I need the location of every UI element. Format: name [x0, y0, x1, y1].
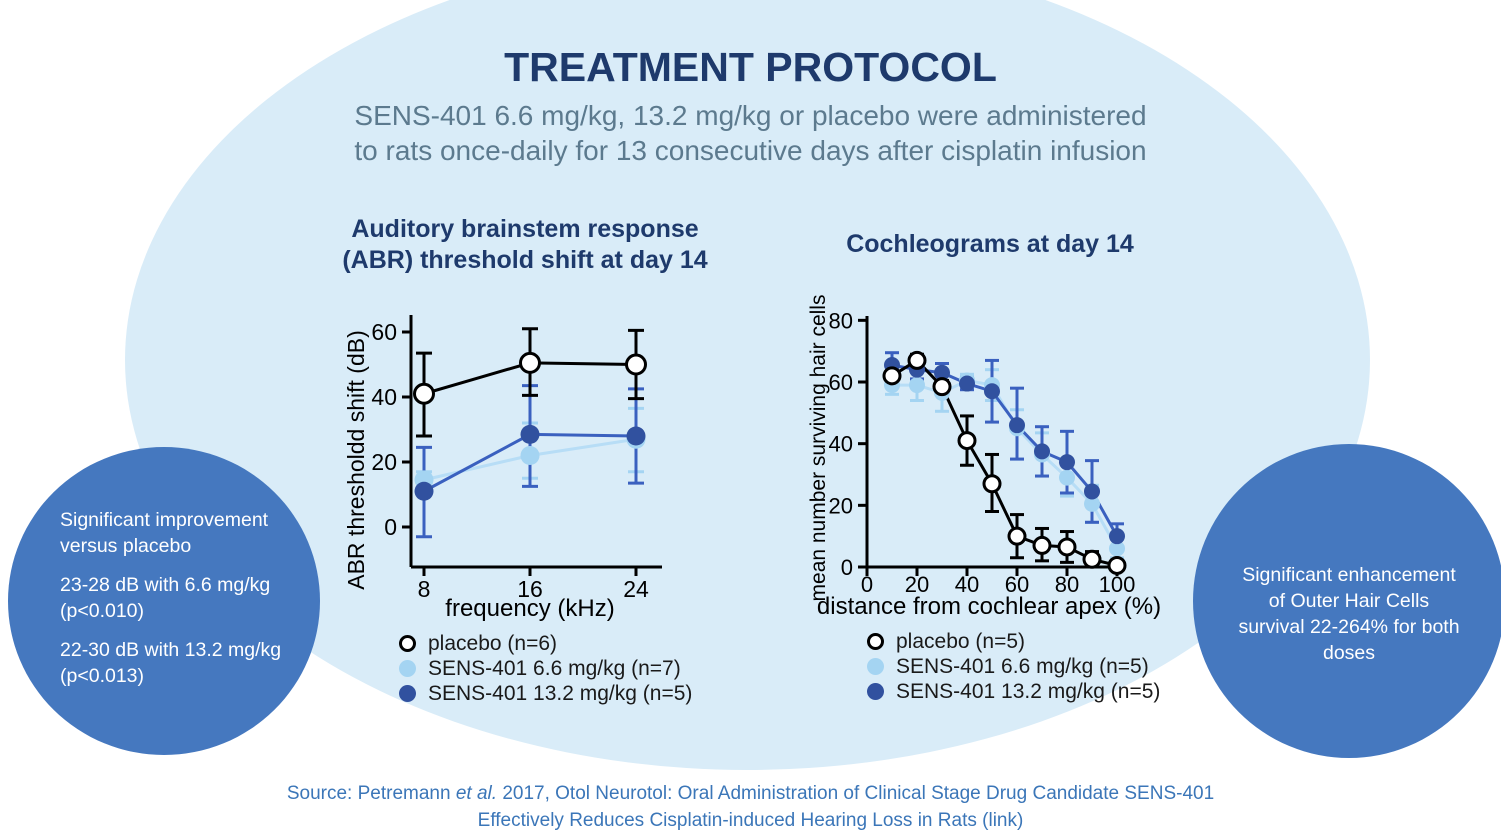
svg-text:24: 24: [623, 576, 649, 602]
subtitle: SENS-401 6.6 mg/kg, 13.2 mg/kg or placeb…: [0, 98, 1501, 168]
callout-line: Significant enhancement: [1242, 564, 1456, 586]
svg-text:ABR thresholdd shift (dB): ABR thresholdd shift (dB): [343, 330, 369, 590]
abr-markers-sens132: [414, 424, 646, 501]
sens132-marker-icon: [867, 683, 884, 700]
svg-text:100: 100: [1099, 572, 1136, 597]
source-etal: et al.: [455, 783, 498, 804]
svg-text:40: 40: [371, 384, 397, 410]
legend-row-sens66: SENS-401 6.6 mg/kg (n=7): [399, 656, 692, 681]
callout-line: 23-28 dB with 6.6 mg/kg: [60, 574, 271, 596]
source-text: Effectively Reduces Cisplatin-induced He…: [477, 810, 989, 831]
background-ellipse: [125, 0, 1370, 770]
source-line-2: Effectively Reduces Cisplatin-induced He…: [0, 807, 1501, 834]
cochleogram-chart-legend: placebo (n=5) SENS-401 6.6 mg/kg (n=5) S…: [867, 629, 1160, 704]
abr-axis-labels: 0 20 40 60 8 16 24 frequency (kHz) ABR threshold…: [343, 319, 649, 622]
svg-text:80: 80: [829, 308, 853, 333]
svg-text:20: 20: [371, 449, 397, 475]
abr-chart-svg: 0 20 40 60 8 16 24 frequency (kHz) ABR threshold…: [343, 315, 662, 622]
svg-text:80: 80: [1055, 572, 1079, 597]
legend-label: SENS-401 6.6 mg/kg (n=7): [428, 656, 681, 680]
callout-line: (p<0.010): [60, 600, 145, 622]
cochleogram-chart-title: Cochleograms at day 14: [846, 230, 1134, 258]
placebo-marker-icon: [867, 633, 884, 650]
placebo-marker-icon: [399, 635, 416, 652]
abr-chart-title-line-1: Auditory brainstem response: [351, 215, 699, 243]
callout-line: 22-30 dB with 13.2 mg/kg: [60, 639, 282, 661]
coch-line-sens132: [891, 363, 1119, 537]
left-callout-text: Significant improvement versus placebo 2…: [60, 507, 305, 689]
svg-text:60: 60: [1005, 572, 1029, 597]
legend-row-placebo: placebo (n=6): [399, 631, 692, 656]
svg-text:0: 0: [861, 572, 873, 597]
legend-row-sens66: SENS-401 6.6 mg/kg (n=5): [867, 654, 1160, 679]
coch-axes: [858, 316, 1122, 576]
svg-text:16: 16: [517, 576, 543, 602]
callout-line: Significant improvement: [60, 509, 269, 531]
coch-line-sens66: [892, 378, 1119, 550]
callout-line: versus placebo: [60, 535, 192, 557]
subtitle-line-1: SENS-401 6.6 mg/kg, 13.2 mg/kg or placeb…: [354, 100, 1147, 131]
sens132-marker-icon: [399, 685, 416, 702]
source-citation: Source: Petremann et al. 2017, Otol Neur…: [0, 780, 1501, 834]
svg-text:0: 0: [841, 555, 853, 580]
svg-text:40: 40: [955, 572, 979, 597]
page-title: TREATMENT PROTOCOL: [504, 44, 997, 90]
svg-text:8: 8: [418, 576, 431, 602]
svg-text:40: 40: [829, 432, 853, 457]
svg-text:0: 0: [384, 514, 397, 540]
legend-row-sens132: SENS-401 13.2 mg/kg (n=5): [399, 681, 692, 706]
legend-row-sens132: SENS-401 13.2 mg/kg (n=5): [867, 679, 1160, 704]
sens66-marker-icon: [867, 658, 884, 675]
callout-line: (p<0.013): [60, 665, 145, 687]
abr-markers-placebo: [413, 351, 647, 405]
subtitle-line-2: to rats once-daily for 13 consecutive da…: [354, 135, 1147, 166]
abr-chart-legend: placebo (n=6) SENS-401 6.6 mg/kg (n=7) S…: [399, 631, 692, 706]
legend-label: SENS-401 6.6 mg/kg (n=5): [896, 654, 1149, 678]
source-line-1: Source: Petremann et al. 2017, Otol Neur…: [0, 780, 1501, 807]
right-callout-text: Significant enhancement of Outer Hair Ce…: [1221, 562, 1477, 666]
abr-chart-title-line-2: (ABR) threshold shift at day 14: [342, 246, 708, 274]
coch-line-placebo: [891, 358, 1118, 567]
coch-errorbars-sens66: [885, 368, 1124, 560]
abr-chart-plot: 0 20 40 60 8 16 24 frequency (kHz) ABR threshold…: [330, 290, 730, 640]
legend-label: SENS-401 13.2 mg/kg (n=5): [428, 681, 693, 705]
legend-label: placebo (n=6): [428, 631, 558, 655]
source-link[interactable]: link: [988, 810, 1017, 831]
left-callout-circle: Significant improvement versus placebo 2…: [8, 447, 320, 755]
coch-markers-placebo: [882, 350, 1127, 575]
legend-label: SENS-401 13.2 mg/kg (n=5): [896, 679, 1161, 703]
abr-chart-title: Auditory brainstem response (ABR) thresh…: [320, 214, 730, 276]
abr-axes: [402, 315, 662, 576]
callout-line: of Outer Hair Cells: [1268, 590, 1430, 612]
svg-text:20: 20: [829, 493, 853, 518]
svg-text:distance from cochlear apex (%: distance from cochlear apex (%): [817, 593, 1161, 620]
svg-text:20: 20: [905, 572, 929, 597]
source-text: Source: Petremann: [286, 783, 456, 804]
callout-line: survival 22-264% for both: [1238, 616, 1460, 638]
source-text: ): [1016, 810, 1024, 831]
svg-text:60: 60: [371, 319, 397, 345]
sens66-marker-icon: [399, 660, 416, 677]
callout-line: doses: [1322, 642, 1376, 664]
svg-text:mean number surviving hair cel: mean number surviving hair cells: [807, 295, 830, 602]
source-text: 2017, Otol Neurotol: Oral Administration…: [497, 783, 1215, 804]
legend-row-placebo: placebo (n=5): [867, 629, 1160, 654]
legend-label: placebo (n=5): [896, 629, 1026, 653]
svg-text:60: 60: [829, 370, 853, 395]
svg-text:frequency (kHz): frequency (kHz): [445, 595, 614, 622]
right-callout-circle: Significant enhancement of Outer Hair Ce…: [1193, 444, 1501, 758]
cochleogram-chart-plot: 0 20 40 60 80 0 20 40 60 80 100 distance from cochl…: [795, 290, 1200, 640]
